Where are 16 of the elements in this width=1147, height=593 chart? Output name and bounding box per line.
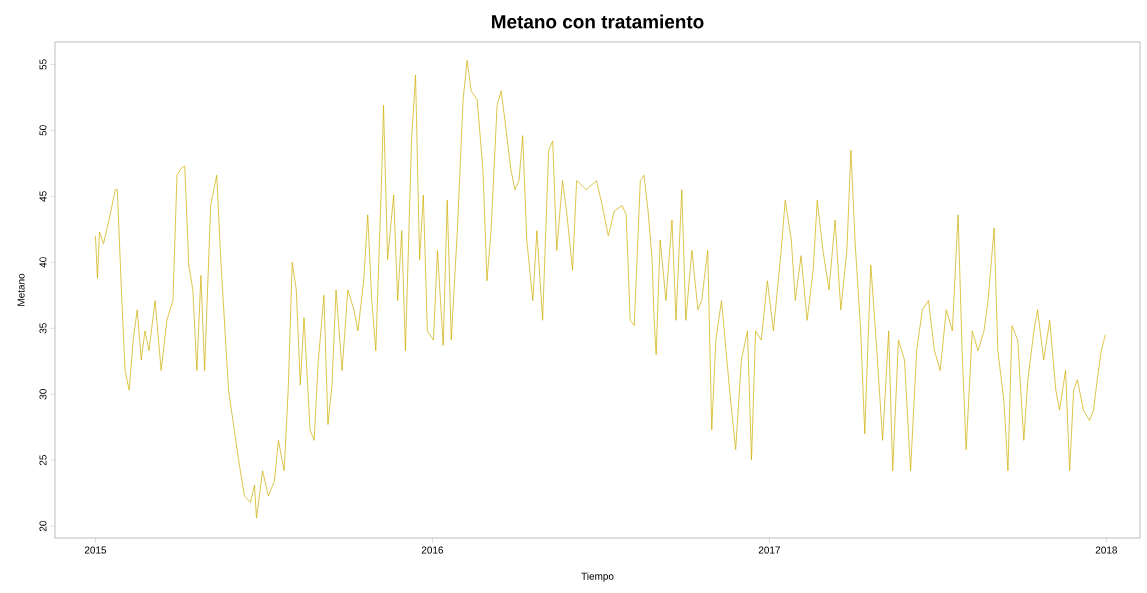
y-tick-label: 25 bbox=[39, 455, 47, 466]
x-tick-label: 2015 bbox=[84, 546, 107, 554]
line-series bbox=[95, 60, 1106, 519]
y-tick-label: 40 bbox=[39, 257, 47, 268]
x-axis-title: Tiempo bbox=[581, 572, 614, 582]
x-tick-label: 2016 bbox=[421, 546, 444, 554]
y-tick-label: 55 bbox=[39, 59, 47, 70]
y-axis-title: Metano bbox=[17, 273, 25, 306]
y-tick-label: 20 bbox=[39, 520, 47, 532]
y-tick-label: 35 bbox=[39, 323, 47, 334]
y-tick-label: 30 bbox=[39, 389, 47, 400]
x-tick-label: 2017 bbox=[758, 546, 780, 554]
x-tick-label: 2018 bbox=[1095, 546, 1117, 554]
y-tick-label: 45 bbox=[39, 191, 47, 202]
chart-title: Metano con tratamiento bbox=[492, 14, 704, 29]
y-tick-label: 50 bbox=[39, 125, 47, 136]
